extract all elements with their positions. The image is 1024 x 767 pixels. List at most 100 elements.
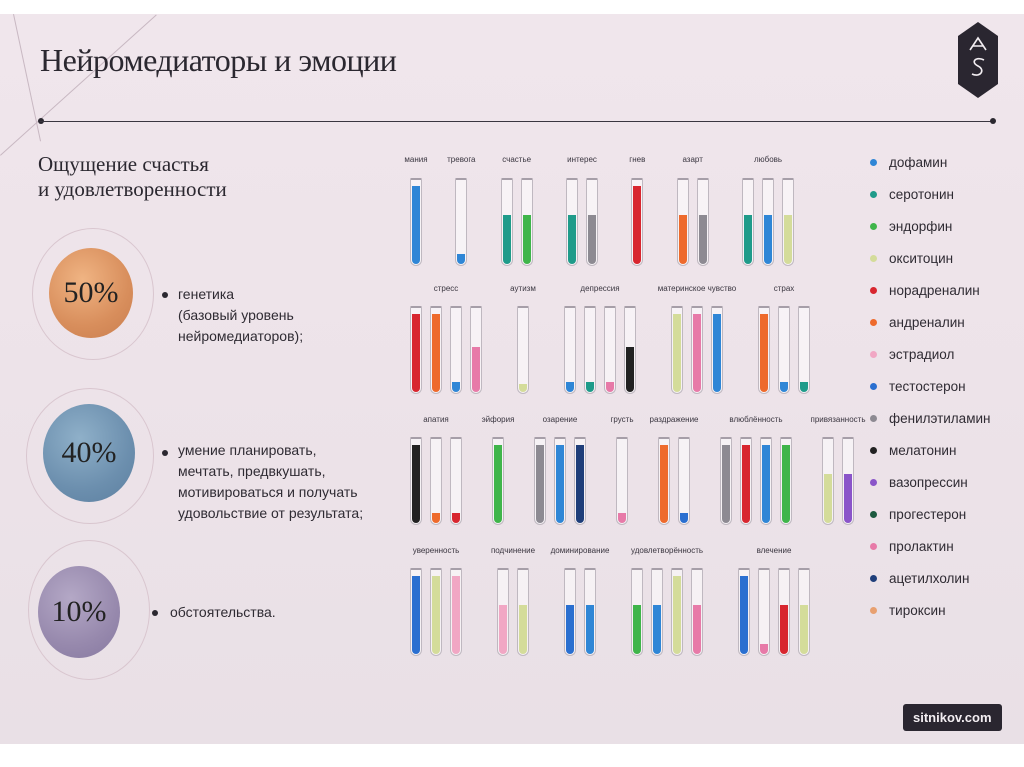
tube-liquid [800, 605, 808, 654]
test-tube [651, 568, 663, 656]
test-tube [631, 568, 643, 656]
brand-logo-icon [958, 22, 998, 98]
legend-item: тироксин [870, 603, 946, 618]
test-tube [671, 306, 683, 394]
tube-liquid [713, 314, 721, 392]
test-tube [410, 437, 422, 525]
emotion-label: мания [404, 155, 428, 164]
legend-color-dot [870, 350, 877, 358]
tube-liquid [742, 445, 750, 523]
test-tube [500, 178, 513, 266]
test-tube [678, 437, 690, 525]
test-tube [410, 306, 422, 394]
emotion-label: тревога [447, 155, 476, 164]
emotion-label: материнское чувство [657, 284, 737, 293]
emotion-label: стресс [433, 284, 459, 293]
test-tube [492, 437, 504, 525]
test-tube [676, 178, 689, 266]
test-tube [711, 306, 723, 394]
legend-label: андреналин [889, 315, 965, 330]
tube-liquid [522, 215, 531, 264]
test-tube [450, 437, 462, 525]
legend-item: тестостерон [870, 379, 966, 394]
test-tube [720, 437, 732, 525]
legend-label: норадреналин [889, 283, 980, 298]
tube-liquid [762, 445, 770, 523]
test-tube [455, 178, 468, 266]
factor-line: (базовый уровень [178, 307, 294, 323]
tube-liquid [626, 347, 634, 392]
tube-liquid [452, 576, 460, 654]
test-tube [691, 568, 703, 656]
factor-line: мотивироваться и получать [178, 484, 358, 500]
legend-label: фенилэтиламин [889, 411, 991, 426]
tube-liquid [499, 605, 507, 654]
legend-label: эстрадиол [889, 347, 955, 362]
factor-text-genetics: генетика (базовый уровень нейромедиаторо… [178, 284, 303, 347]
test-tube [586, 178, 598, 266]
tube-liquid [660, 445, 668, 523]
tube-liquid [457, 254, 466, 264]
tube-liquid [618, 513, 626, 523]
test-tube [430, 437, 442, 525]
legend-color-dot [870, 382, 877, 390]
factor-line: обстоятельства. [170, 604, 276, 620]
tube-liquid [698, 215, 707, 264]
footer-site[interactable]: sitnikov.com [903, 704, 1002, 731]
legend-item: прогестерон [870, 507, 966, 522]
bottom-band [0, 744, 1024, 767]
test-tube [742, 178, 754, 266]
legend-label: тестостерон [889, 379, 966, 394]
factor-line: нейромедиаторов); [178, 328, 304, 344]
factor-percent-40: 40% [43, 404, 135, 502]
emotion-label: грусть [610, 415, 634, 424]
test-tube [604, 306, 616, 394]
test-tube [740, 437, 752, 525]
factor-text-circumstances: обстоятельства. [170, 602, 276, 623]
test-tube [450, 306, 462, 394]
emotion-label: влюблённость [729, 415, 783, 424]
tube-liquid [452, 513, 460, 523]
legend-item: дофамин [870, 155, 947, 170]
tube-liquid [824, 474, 832, 523]
tube-liquid [536, 445, 544, 523]
legend-color-dot [870, 478, 877, 486]
emotion-label: подчинение [490, 546, 536, 555]
tube-liquid [452, 382, 460, 392]
tube-liquid [764, 215, 772, 264]
tube-liquid [412, 186, 420, 264]
legend-label: дофамин [889, 155, 948, 170]
top-band [0, 0, 1024, 14]
tube-liquid [693, 314, 701, 392]
test-tube [738, 568, 750, 656]
emotion-label: счастье [502, 155, 532, 164]
emotion-label: апатия [423, 415, 449, 424]
test-tube [470, 306, 482, 394]
subtitle: Ощущение счастья и удовлетворенности [38, 152, 227, 202]
tube-liquid [760, 644, 768, 654]
tube-liquid [606, 382, 614, 392]
tube-liquid [633, 186, 642, 264]
legend-color-dot [870, 414, 877, 422]
factor-ring [28, 540, 150, 680]
emotion-label: удовлетворённость [630, 546, 704, 555]
emotion-label: влечение [756, 546, 792, 555]
tube-liquid [566, 382, 574, 392]
tube-liquid [586, 382, 594, 392]
legend-color-dot [870, 190, 877, 198]
test-tube [691, 306, 703, 394]
legend-item: вазопрессин [870, 475, 968, 490]
test-tube [410, 178, 422, 266]
legend-label: эндорфин [889, 219, 953, 234]
test-tube [616, 437, 628, 525]
legend-color-dot [870, 286, 877, 294]
tube-liquid [472, 347, 480, 392]
test-tube [584, 568, 596, 656]
tube-liquid [566, 605, 574, 654]
tube-liquid [800, 382, 808, 392]
test-tube [798, 306, 810, 394]
factor-percent-50: 50% [49, 248, 133, 338]
test-tube [671, 568, 683, 656]
tube-liquid [412, 445, 420, 523]
tube-liquid [519, 384, 527, 392]
